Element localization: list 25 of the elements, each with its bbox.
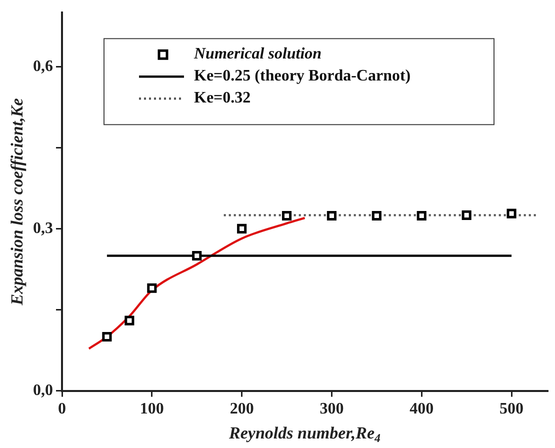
y-tick-label: 0,3 [33,220,53,237]
point [506,208,516,218]
point [147,283,157,293]
legend-label: Ke=0.25 (theory Borda-Carnot) [194,68,411,85]
x-tick-label: 200 [230,400,254,418]
legend-label: Numerical solution [193,46,322,63]
legend-label: Ke=0.32 [194,90,251,107]
line-series [88,216,306,350]
point [282,210,292,221]
y-tick-label: 0,6 [33,58,53,75]
x-tick-label: 0 [58,400,66,418]
point [326,210,337,221]
x-tick-label: 300 [320,400,344,418]
x-tick-label: 500 [500,400,524,418]
point [237,224,247,234]
x-tick-label: 100 [140,400,164,418]
x-tick-label: 400 [410,400,434,418]
point [102,332,112,342]
point [192,250,202,261]
point [416,210,426,221]
point [372,210,382,221]
y-axis-title: Expansion loss coefficient,Ke [7,98,26,306]
point [124,316,134,326]
point [462,210,472,220]
y-tick-label: 0,0 [33,382,53,399]
